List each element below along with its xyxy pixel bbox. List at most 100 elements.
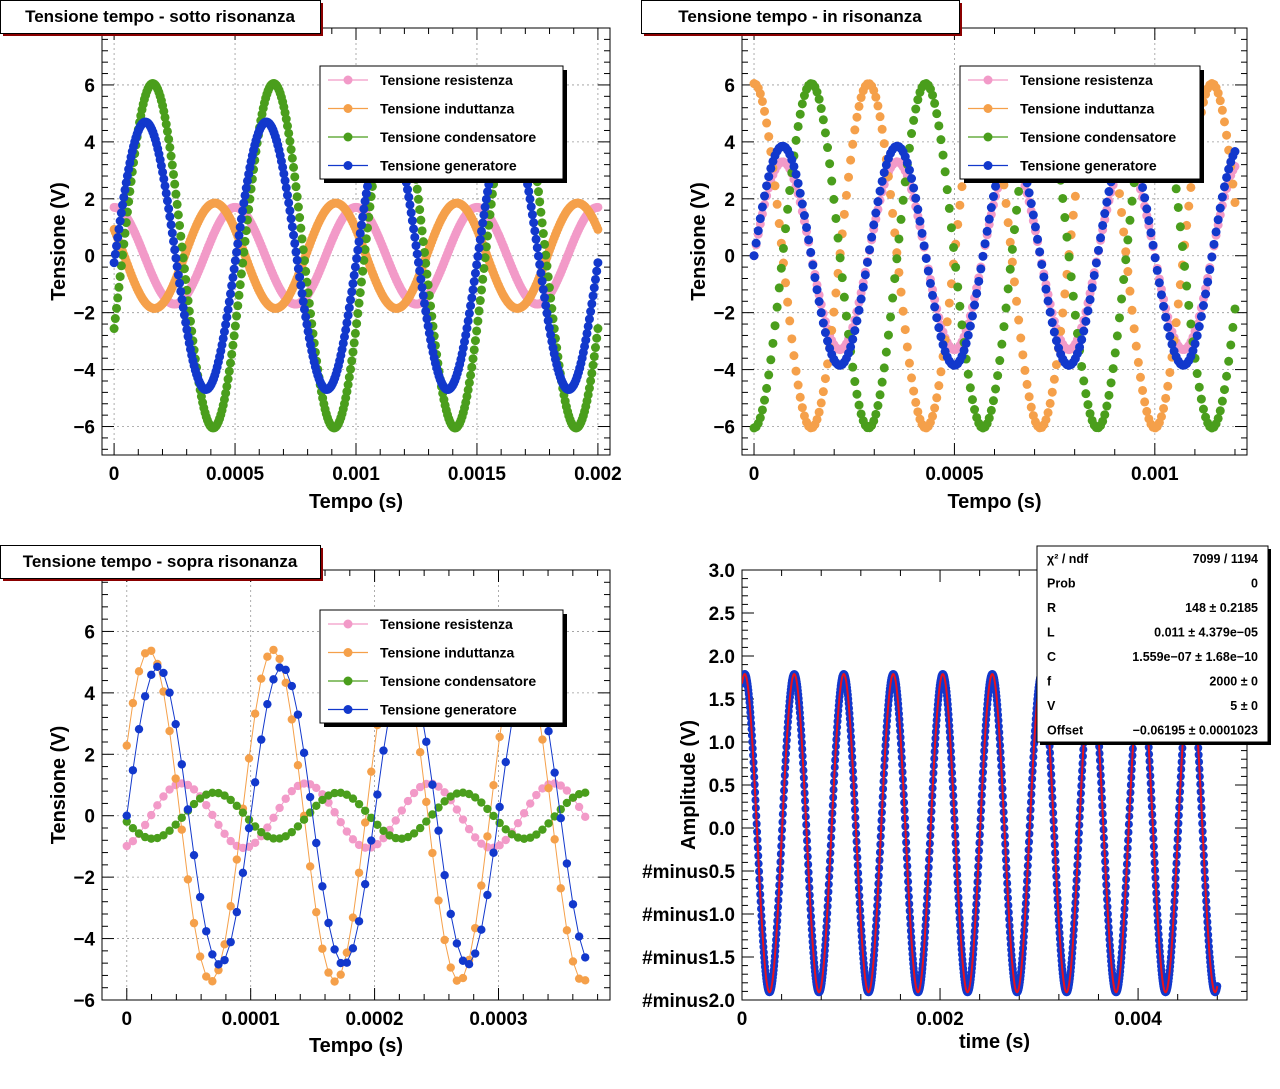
- data-point: [159, 831, 168, 840]
- data-point: [489, 781, 498, 790]
- data-point: [1043, 408, 1053, 418]
- data-point: [229, 331, 239, 341]
- legend-swatch-marker: [343, 619, 353, 629]
- data-point: [470, 833, 480, 842]
- plot-frame: [101, 569, 611, 1001]
- data-point: [330, 945, 339, 954]
- data-point: [114, 224, 124, 234]
- data-point: [244, 815, 254, 824]
- data-point: [403, 796, 413, 806]
- data-point: [171, 820, 180, 829]
- x-tick-label: 0.002: [916, 1009, 964, 1030]
- y-tick-label: 2: [84, 745, 95, 766]
- data-point: [469, 277, 479, 287]
- data-point: [951, 262, 961, 272]
- data-point: [1096, 233, 1106, 243]
- data-point: [116, 208, 126, 218]
- legend-swatch-marker: [343, 161, 353, 170]
- data-point: [1020, 365, 1030, 375]
- data-point: [285, 136, 295, 146]
- data-point: [122, 841, 131, 851]
- data-point: [1014, 186, 1024, 196]
- data-point: [348, 347, 358, 357]
- data-point: [873, 101, 883, 111]
- data-point: [1030, 222, 1040, 232]
- data-point: [593, 258, 603, 268]
- data-point: [550, 835, 559, 844]
- data-point: [934, 121, 944, 131]
- data-point: [347, 356, 357, 366]
- data-point: [823, 336, 833, 346]
- data-point: [229, 264, 239, 274]
- data-point: [147, 810, 156, 820]
- data-point: [1213, 215, 1223, 225]
- data-point: [296, 280, 306, 290]
- data-point: [538, 825, 547, 834]
- data-point: [1083, 306, 1093, 316]
- data-point: [159, 668, 168, 678]
- data-point: [475, 235, 485, 245]
- data-point: [230, 321, 240, 331]
- data-point: [1100, 410, 1110, 420]
- data-point: [896, 287, 906, 297]
- data-point: [770, 181, 780, 191]
- data-point: [352, 254, 362, 264]
- data-point: [757, 202, 767, 212]
- data-point: [458, 973, 468, 983]
- data-point: [312, 907, 321, 917]
- data-point: [440, 935, 449, 945]
- data-point: [587, 368, 597, 378]
- data-point: [1001, 198, 1011, 208]
- legend-item: Tensione condensatore: [328, 129, 536, 145]
- data-point: [1066, 272, 1076, 282]
- data-point: [911, 104, 921, 114]
- data-point: [760, 191, 770, 201]
- data-point: [318, 795, 327, 805]
- data-point: [292, 255, 302, 265]
- data-point: [526, 799, 535, 808]
- data-point: [797, 99, 807, 109]
- data-point: [422, 314, 432, 324]
- data-point: [581, 788, 590, 797]
- stats-value: 2000 ± 0: [1209, 675, 1258, 689]
- legend: Tensione resistenza Tensione induttanza Te…: [319, 65, 567, 183]
- data-point: [222, 381, 232, 391]
- y-axis-title: Tensione (V): [48, 182, 70, 301]
- data-point: [1150, 253, 1160, 263]
- data-point: [513, 818, 523, 828]
- data-point: [330, 808, 339, 817]
- data-point: [263, 652, 272, 661]
- data-point: [1190, 339, 1200, 349]
- data-point: [122, 817, 131, 826]
- data-point: [422, 269, 432, 279]
- data-point: [303, 326, 313, 336]
- x-tick-label: 0: [749, 464, 760, 485]
- data-point: [464, 789, 474, 799]
- y-tick-label: 0: [84, 247, 95, 268]
- data-point: [232, 247, 242, 257]
- data-point: [171, 189, 181, 199]
- data-point: [1175, 222, 1185, 232]
- data-point: [932, 313, 942, 323]
- data-point: [1098, 220, 1108, 230]
- data-point: [984, 214, 994, 224]
- data-point: [1188, 346, 1198, 356]
- data-point: [356, 220, 366, 230]
- data-point: [373, 839, 382, 849]
- stats-label: Prob: [1047, 577, 1076, 591]
- data-point: [860, 270, 870, 280]
- data-point: [562, 859, 572, 868]
- data-point: [358, 212, 368, 222]
- data-point: [235, 280, 245, 290]
- data-point: [753, 226, 763, 236]
- y-tick-label: −4: [73, 930, 95, 951]
- data-point: [153, 662, 162, 671]
- data-point: [477, 285, 486, 295]
- data-point: [1051, 360, 1061, 370]
- data-point: [1070, 191, 1080, 201]
- data-point: [938, 340, 948, 350]
- data-point: [1173, 299, 1183, 309]
- data-point: [291, 182, 301, 192]
- legend-swatch-marker: [343, 75, 353, 85]
- data-point: [890, 274, 900, 284]
